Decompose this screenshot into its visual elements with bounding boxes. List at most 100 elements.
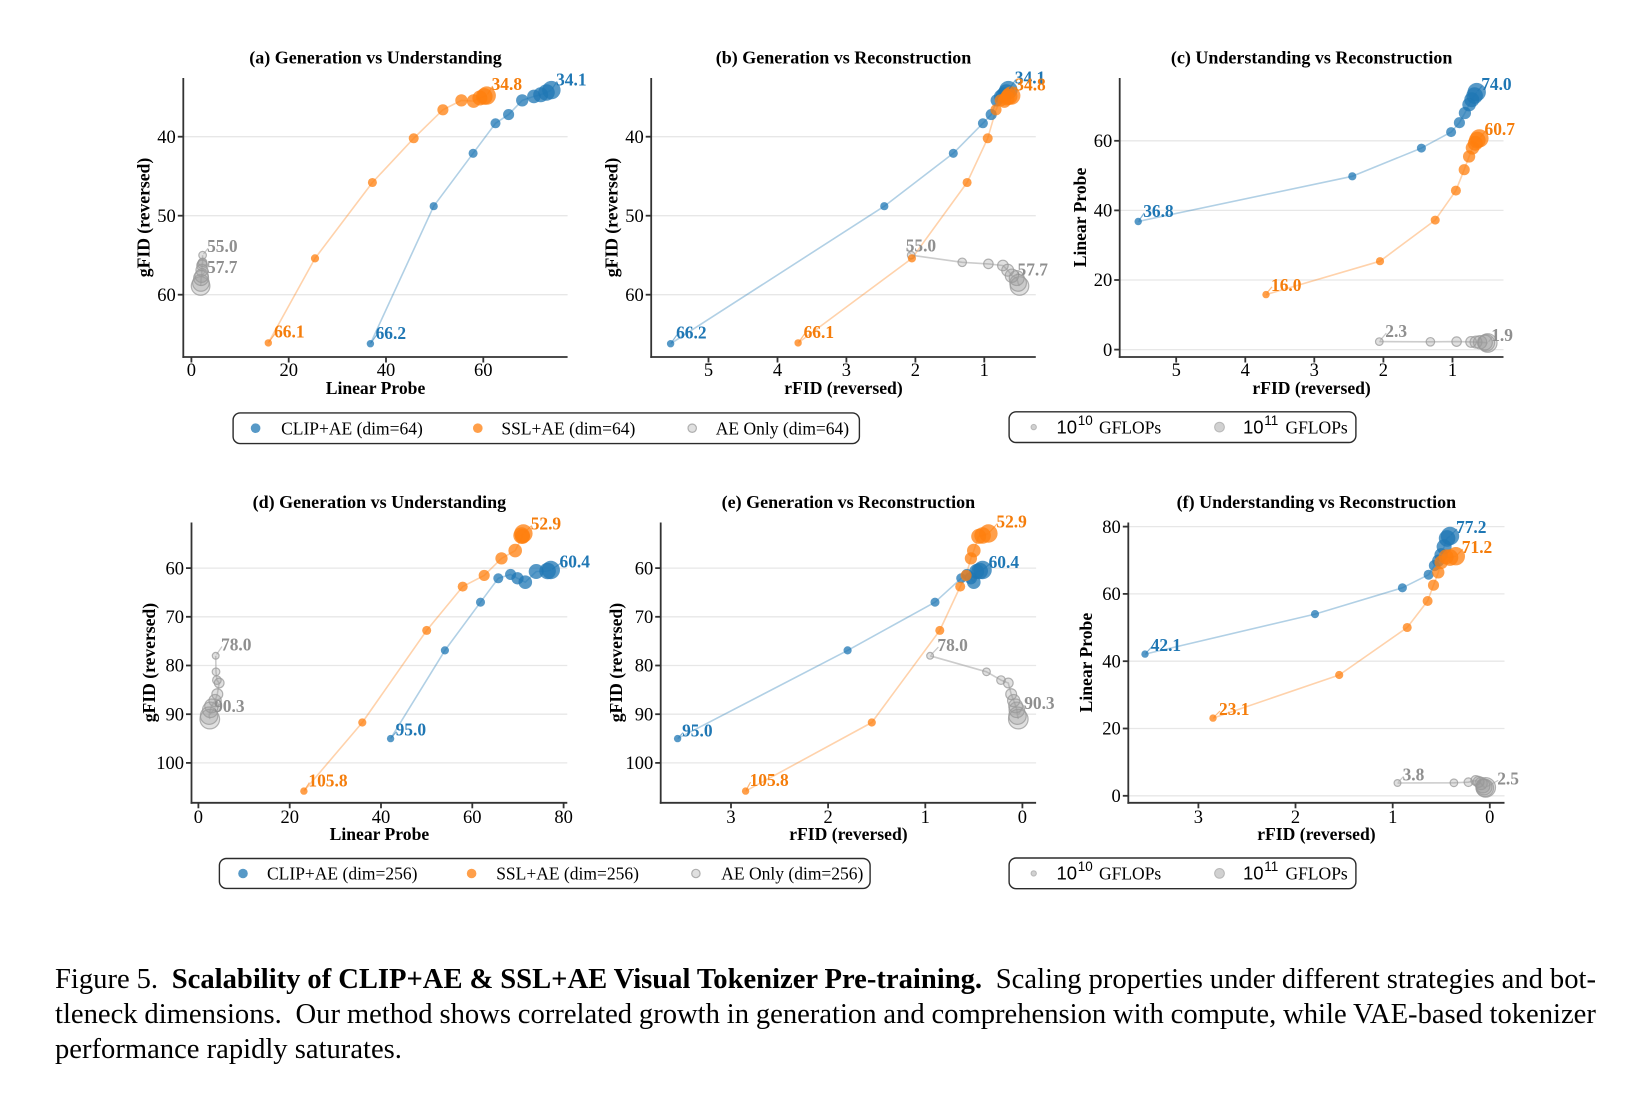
svg-text:rFID (reversed): rFID (reversed) [784,378,903,398]
svg-text:3: 3 [1194,808,1203,828]
svg-text:23.1: 23.1 [1219,699,1249,719]
svg-text:rFID (reversed): rFID (reversed) [1257,824,1376,844]
svg-text:Linear Probe: Linear Probe [330,824,430,844]
svg-text:80: 80 [166,657,185,677]
svg-text:95.0: 95.0 [682,721,713,741]
svg-text:3: 3 [726,808,735,828]
svg-text:36.8: 36.8 [1143,201,1174,221]
svg-text:GFLOPs: GFLOPs [1099,417,1161,437]
svg-text:78.0: 78.0 [221,635,252,655]
svg-text:2: 2 [1379,361,1388,381]
svg-text:gFID (reversed): gFID (reversed) [134,158,154,278]
svg-text:50: 50 [157,207,176,227]
svg-text:gFID (reversed): gFID (reversed) [606,603,626,723]
svg-text:4: 4 [1241,361,1250,381]
svg-text:10: 10 [1243,416,1264,437]
svg-text:90.3: 90.3 [1024,693,1055,713]
svg-text:1.9: 1.9 [1491,325,1513,345]
svg-text:70: 70 [635,608,654,628]
svg-text:2: 2 [823,808,832,828]
svg-text:2.5: 2.5 [1497,768,1519,788]
svg-text:60: 60 [635,559,654,579]
svg-text:gFID (reversed): gFID (reversed) [602,158,622,278]
svg-text:16.0: 16.0 [1271,275,1302,295]
svg-text:60.4: 60.4 [560,551,591,571]
svg-text:90.3: 90.3 [214,696,245,716]
svg-text:2: 2 [1291,808,1300,828]
svg-text:11: 11 [1264,413,1278,428]
svg-text:60: 60 [166,559,185,579]
svg-text:105.8: 105.8 [750,770,789,790]
svg-text:0: 0 [1018,808,1027,828]
svg-text:Linear Probe: Linear Probe [326,378,426,398]
svg-text:42.1: 42.1 [1151,635,1181,655]
svg-text:1: 1 [921,808,930,828]
svg-text:(b) Generation vs Reconstructi: (b) Generation vs Reconstruction [716,48,971,69]
svg-text:77.2: 77.2 [1456,517,1486,537]
svg-text:(e) Generation vs Reconstructi: (e) Generation vs Reconstruction [722,492,975,513]
svg-text:0: 0 [1485,808,1494,828]
svg-text:GFLOPs: GFLOPs [1286,864,1348,884]
svg-text:80: 80 [554,808,573,828]
svg-text:20: 20 [280,808,299,828]
svg-text:rFID (reversed): rFID (reversed) [789,824,908,844]
svg-text:10: 10 [1057,863,1078,884]
svg-text:80: 80 [1102,518,1121,538]
svg-text:1: 1 [1448,361,1457,381]
svg-text:10: 10 [1057,416,1078,437]
svg-text:GFLOPs: GFLOPs [1286,417,1348,437]
svg-text:52.9: 52.9 [996,512,1027,532]
svg-text:71.2: 71.2 [1462,537,1492,557]
svg-text:11: 11 [1264,859,1278,874]
svg-text:34.1: 34.1 [556,69,586,89]
svg-text:100: 100 [156,754,184,774]
svg-text:40: 40 [157,128,176,148]
svg-text:3: 3 [1310,361,1319,381]
svg-text:AE Only (dim=256): AE Only (dim=256) [721,864,863,884]
svg-text:1: 1 [980,361,989,381]
svg-text:CLIP+AE (dim=64): CLIP+AE (dim=64) [281,418,423,438]
svg-text:74.0: 74.0 [1481,74,1512,94]
svg-text:60: 60 [157,286,176,306]
svg-text:55.0: 55.0 [207,236,238,256]
svg-text:20: 20 [1094,271,1113,291]
svg-text:55.0: 55.0 [906,236,937,256]
svg-text:57.7: 57.7 [207,257,238,277]
svg-text:5: 5 [704,361,713,381]
svg-text:2: 2 [911,361,920,381]
svg-text:SSL+AE (dim=256): SSL+AE (dim=256) [496,864,639,884]
svg-text:52.9: 52.9 [531,514,562,534]
svg-text:2.3: 2.3 [1385,321,1407,341]
svg-text:66.2: 66.2 [676,323,706,343]
svg-text:40: 40 [625,128,644,148]
svg-text:66.1: 66.1 [274,322,304,342]
svg-text:50: 50 [625,207,644,227]
svg-text:(f) Understanding vs Reconstru: (f) Understanding vs Reconstruction [1177,492,1457,513]
svg-text:60: 60 [1102,585,1121,605]
svg-text:80: 80 [635,657,654,677]
svg-text:60.7: 60.7 [1485,119,1516,139]
svg-text:Linear Probe: Linear Probe [1070,168,1090,268]
svg-text:10: 10 [1078,413,1093,428]
svg-text:Linear Probe: Linear Probe [1076,613,1096,713]
svg-text:CLIP+AE (dim=256): CLIP+AE (dim=256) [267,864,418,884]
svg-text:(a) Generation vs Understandin: (a) Generation vs Understanding [249,48,502,69]
svg-text:(c) Understanding vs Reconstru: (c) Understanding vs Reconstruction [1171,48,1453,69]
svg-text:rFID (reversed): rFID (reversed) [1252,378,1371,398]
svg-text:60: 60 [625,286,644,306]
svg-text:1: 1 [1388,808,1397,828]
svg-text:34.8: 34.8 [1015,75,1046,95]
svg-text:40: 40 [1094,202,1113,222]
svg-text:5: 5 [1172,361,1181,381]
svg-text:66.2: 66.2 [376,323,406,343]
svg-text:20: 20 [1102,720,1121,740]
svg-text:10: 10 [1243,863,1264,884]
svg-text:90: 90 [166,705,185,725]
svg-text:0: 0 [194,808,203,828]
svg-text:0: 0 [1112,787,1121,807]
svg-text:60: 60 [1094,132,1113,152]
svg-text:0: 0 [1103,341,1112,361]
svg-text:gFID (reversed): gFID (reversed) [139,603,159,723]
svg-text:10: 10 [1078,859,1093,874]
svg-text:34.8: 34.8 [492,74,523,94]
